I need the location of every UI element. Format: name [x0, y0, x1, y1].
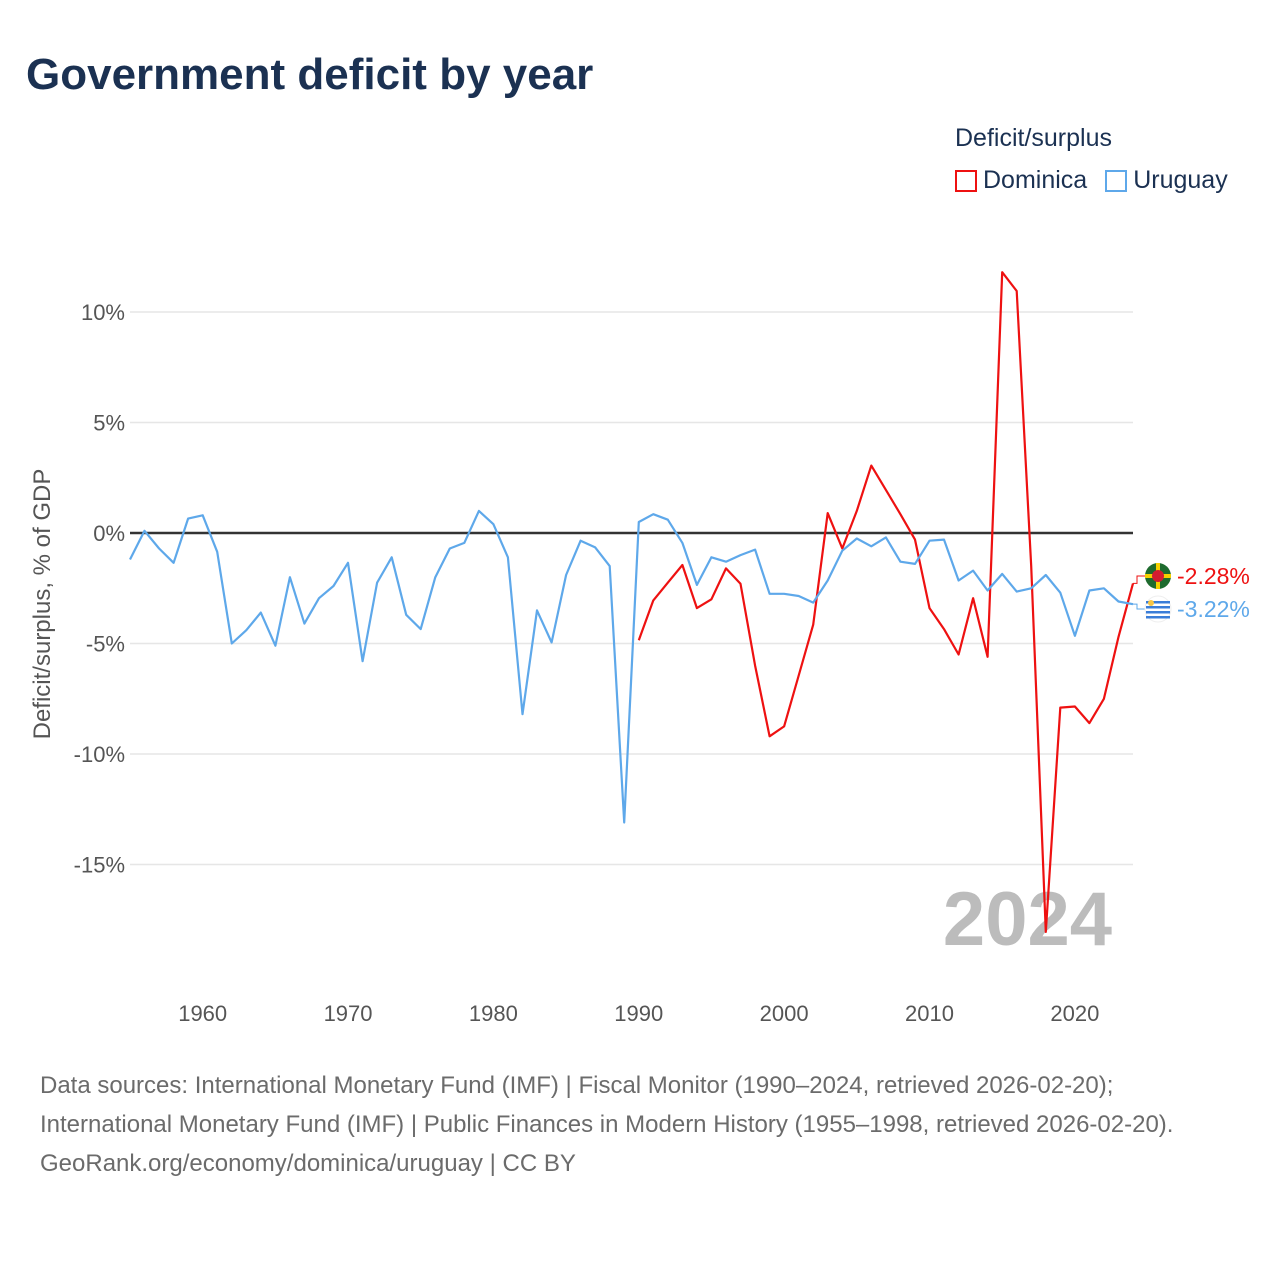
flag-stripe: [1146, 616, 1170, 619]
series-line-dominica: [637, 271, 1135, 934]
chart-title: Government deficit by year: [26, 50, 594, 99]
y-tick-label: 5%: [93, 411, 125, 436]
x-tick-label: 1990: [614, 1001, 663, 1026]
flag-stripe: [1146, 601, 1170, 604]
flag-stripe: [1146, 611, 1170, 614]
legend-item-uruguay[interactable]: Uruguay: [1105, 166, 1228, 195]
year-watermark: 2024: [943, 877, 1112, 962]
legend-item-dominica[interactable]: Dominica: [955, 166, 1087, 195]
x-tick-label: 1980: [469, 1001, 518, 1026]
series-line-uruguay: [129, 509, 1134, 824]
flag-sun: [1148, 600, 1154, 606]
legend-title: Deficit/surplus: [955, 124, 1112, 152]
legend-swatch-dominica: [955, 169, 977, 192]
data-sources: Data sources: International Monetary Fun…: [40, 1072, 1174, 1138]
end-value-label: -2.28%: [1177, 563, 1250, 589]
uruguay-flag-icon: [1144, 595, 1172, 623]
y-tick-label: -10%: [74, 742, 125, 767]
y-tick-label: 10%: [81, 300, 125, 325]
y-tick-label: -5%: [86, 632, 125, 657]
flag-stripe: [1146, 606, 1170, 609]
legend-swatch-uruguay: [1105, 169, 1128, 192]
footer: Data sources: International Monetary Fun…: [40, 1066, 1240, 1183]
x-tick-label: 2020: [1050, 1001, 1099, 1026]
dominica-flag-icon: [1145, 563, 1171, 589]
x-tick-label: 1970: [324, 1001, 373, 1026]
end-connector: [1133, 603, 1146, 610]
y-axis-label: Deficit/surplus, % of GDP: [29, 469, 56, 740]
legend: Dominica Uruguay: [955, 166, 1228, 195]
y-tick-label: -15%: [74, 853, 125, 878]
x-tick-label: 2010: [905, 1001, 954, 1026]
flag-disc: [1152, 570, 1164, 582]
credit-link[interactable]: GeoRank.org/economy/dominica/uruguay | C…: [40, 1150, 576, 1177]
end-value-label: -3.22%: [1177, 596, 1250, 622]
y-tick-label: 0%: [93, 521, 125, 546]
end-connector: [1133, 575, 1146, 584]
legend-label: Uruguay: [1133, 166, 1228, 194]
legend-label: Dominica: [983, 166, 1088, 194]
x-tick-label: 1960: [178, 1001, 227, 1026]
x-tick-label: 2000: [760, 1001, 809, 1026]
